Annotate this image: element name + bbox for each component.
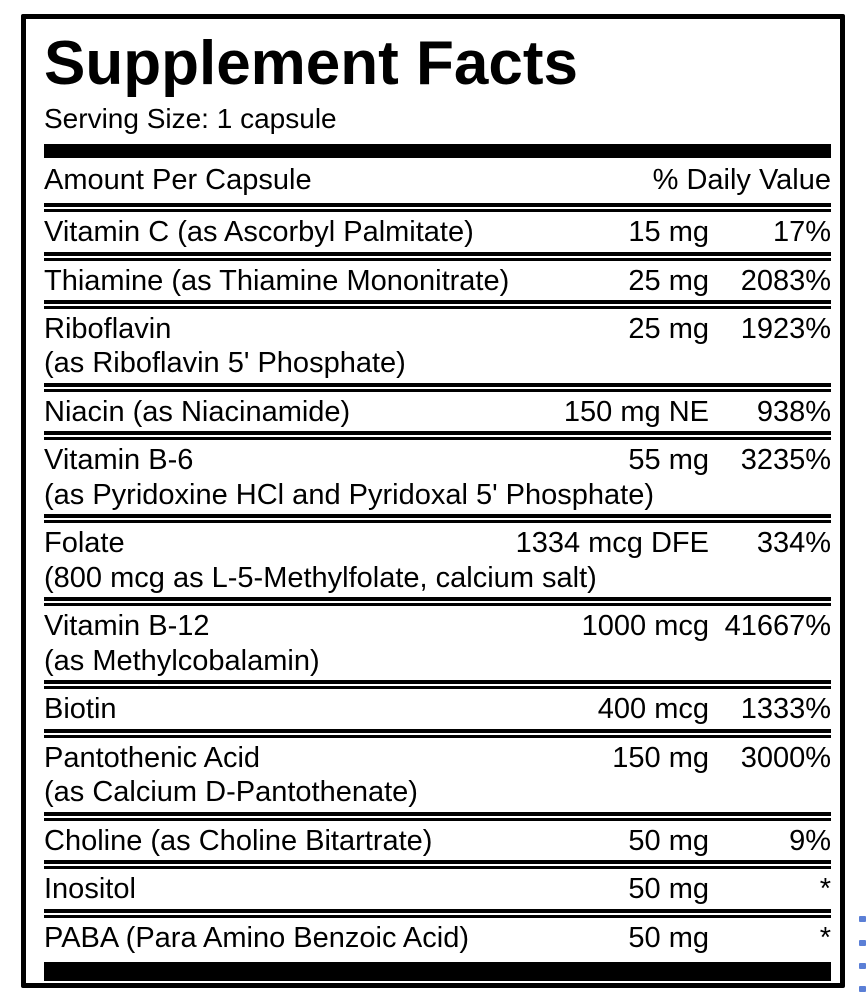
amount-per-capsule-header: Amount Per Capsule [44, 164, 312, 197]
nutrient-name: Thiamine (as Thiamine Mononitrate) [44, 264, 510, 297]
nutrient-source: (as Pyridoxine HCl and Pyridoxal 5' Phos… [44, 478, 655, 511]
nutrient-row-folate: Folate 1334 mcg DFE 334% (800 mcg as L-5… [44, 523, 831, 597]
row-separator [44, 811, 831, 821]
nutrient-amount: 150 mg NE [563, 395, 709, 428]
nutrient-name: Inositol [44, 873, 136, 906]
edge-artifact-mark [859, 916, 866, 922]
nutrient-source: (as Riboflavin 5' Phosphate) [44, 347, 406, 380]
nutrient-source: (as Methylcobalamin) [44, 644, 320, 677]
nutrient-name: Pantothenic Acid [44, 741, 261, 774]
header-row: Amount Per Capsule % Daily Value [44, 160, 831, 203]
divider-thick-bottom [44, 962, 831, 982]
nutrient-daily-value: 938% [756, 395, 831, 428]
nutrient-name: PABA (Para Amino Benzoic Acid) [44, 921, 470, 954]
nutrient-daily-value: * [819, 921, 831, 954]
nutrient-daily-value: * [819, 873, 831, 906]
nutrient-daily-value: 9% [789, 824, 831, 857]
row-separator [44, 382, 831, 392]
nutrient-name: Folate [44, 527, 125, 560]
nutrient-amount: 400 mcg [597, 693, 709, 726]
row-separator [44, 431, 831, 441]
nutrient-amount: 50 mg [628, 824, 709, 857]
nutrient-row-vitamin-b6: Vitamin B-6 55 mg 3235% (as Pyridoxine H… [44, 440, 831, 514]
nutrient-amount: 150 mg [612, 741, 709, 774]
nutrient-name: Biotin [44, 693, 117, 726]
label-title: Supplement Facts [44, 29, 578, 98]
nutrient-amount: 25 mg [628, 313, 709, 346]
edge-artifact-mark [859, 986, 866, 992]
row-separator [44, 680, 831, 690]
nutrient-amount: 25 mg [628, 264, 709, 297]
supplement-facts-label: Supplement Facts Serving Size: 1 capsule… [21, 14, 845, 988]
nutrient-daily-value: 334% [756, 527, 831, 560]
edge-artifact-mark [859, 940, 866, 946]
edge-artifact-mark [859, 963, 866, 969]
row-separator [44, 908, 831, 918]
nutrient-name: Riboflavin [44, 313, 172, 346]
nutrient-daily-value: 3235% [740, 444, 831, 477]
nutrient-row-paba: PABA (Para Amino Benzoic Acid) 50 mg * [44, 918, 831, 957]
nutrient-source: (800 mcg as L-5-Methylfolate, calcium sa… [44, 561, 597, 594]
nutrient-name: Vitamin B-12 [44, 610, 210, 643]
serving-size: Serving Size: 1 capsule [44, 103, 337, 134]
row-separator [44, 203, 831, 213]
row-separator [44, 860, 831, 870]
daily-value-header: % Daily Value [652, 164, 831, 197]
nutrient-source: (as Calcium D-Pantothenate) [44, 776, 418, 809]
row-separator [44, 728, 831, 738]
nutrient-amount: 50 mg [628, 921, 709, 954]
row-separator [44, 251, 831, 261]
nutrient-amount: 50 mg [628, 873, 709, 906]
nutrient-row-vitamin-b12: Vitamin B-12 1000 mcg 41667% (as Methylc… [44, 606, 831, 680]
nutrient-name: Choline (as Choline Bitartrate) [44, 824, 433, 857]
divider-thick-top [44, 144, 831, 159]
nutrient-daily-value: 1923% [740, 313, 831, 346]
nutrient-daily-value: 1333% [740, 693, 831, 726]
nutrient-amount: 1000 mcg [581, 610, 709, 643]
row-separator [44, 597, 831, 607]
row-separator [44, 300, 831, 310]
nutrient-row-choline: Choline (as Choline Bitartrate) 50 mg 9% [44, 821, 831, 860]
nutrient-row-biotin: Biotin 400 mcg 1333% [44, 689, 831, 728]
nutrient-amount: 15 mg [628, 216, 709, 249]
nutrient-name: Vitamin B-6 [44, 444, 194, 477]
nutrient-row-riboflavin: Riboflavin 25 mg 1923% (as Riboflavin 5'… [44, 309, 831, 383]
nutrient-amount: 55 mg [628, 444, 709, 477]
nutrient-row-thiamine: Thiamine (as Thiamine Mononitrate) 25 mg… [44, 261, 831, 300]
nutrient-row-inositol: Inositol 50 mg * [44, 869, 831, 908]
nutrient-daily-value: 41667% [724, 610, 831, 643]
nutrient-row-niacin: Niacin (as Niacinamide) 150 mg NE 938% [44, 392, 831, 431]
nutrient-name: Niacin (as Niacinamide) [44, 395, 351, 428]
nutrient-daily-value: 3000% [740, 741, 831, 774]
nutrient-row-vitamin-c: Vitamin C (as Ascorbyl Palmitate) 15 mg … [44, 212, 831, 251]
nutrient-amount: 1334 mcg DFE [515, 527, 709, 560]
nutrient-daily-value: 17% [772, 216, 831, 249]
nutrient-row-pantothenic-acid: Pantothenic Acid 150 mg 3000% (as Calciu… [44, 738, 831, 812]
row-separator [44, 514, 831, 524]
nutrient-name: Vitamin C (as Ascorbyl Palmitate) [44, 216, 474, 249]
nutrient-daily-value: 2083% [740, 264, 831, 297]
